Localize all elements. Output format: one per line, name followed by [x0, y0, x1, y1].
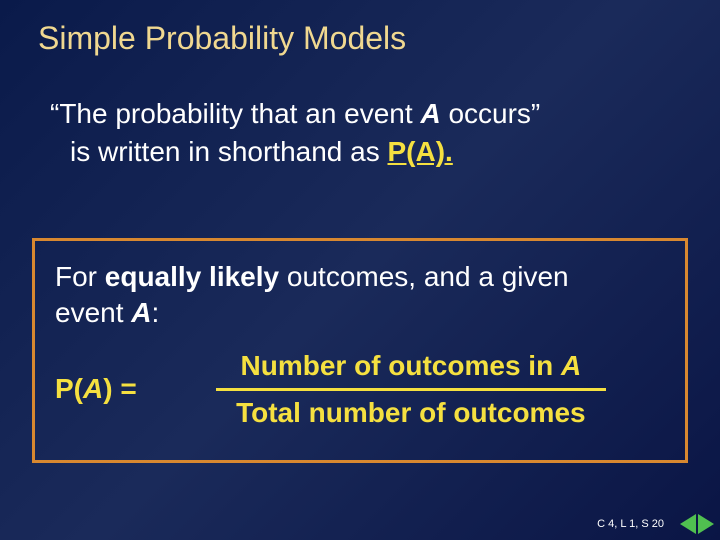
intro-line1: “The probability that an event A occurs”	[50, 95, 680, 133]
numer-pre: Number of outcomes in	[241, 350, 561, 381]
slide-title: Simple Probability Models	[38, 20, 406, 57]
footer-label: C 4, L 1, S 20	[597, 518, 664, 530]
numer-a: A	[561, 350, 581, 381]
intro-period: .	[445, 136, 453, 167]
fraction-line	[216, 388, 606, 391]
intro-l2-pre: is written in shorthand as	[70, 136, 388, 167]
intro-l1-pre: “The probability that an event	[50, 98, 420, 129]
denominator: Total number of outcomes	[236, 397, 586, 429]
box-line2a: event	[55, 297, 131, 328]
box-intro: For equally likely outcomes, and a given…	[55, 259, 665, 332]
formula-box: For equally likely outcomes, and a given…	[32, 238, 688, 463]
nav-icons	[680, 514, 714, 534]
prev-slide-icon[interactable]	[680, 514, 696, 534]
formula-row: P(A) = Number of outcomes in A Total num…	[55, 350, 665, 429]
box-pre1: For	[55, 261, 105, 292]
box-pre2: outcomes, and a given	[279, 261, 569, 292]
formula-fraction: Number of outcomes in A Total number of …	[157, 350, 665, 429]
lhs-close: ) =	[103, 373, 136, 404]
intro-l1-suf: occurs”	[441, 98, 541, 129]
next-slide-icon[interactable]	[698, 514, 714, 534]
intro-line2: is written in shorthand as P(A).	[50, 133, 680, 171]
box-equally-likely: equally likely	[105, 261, 279, 292]
intro-text: “The probability that an event A occurs”…	[50, 95, 680, 171]
intro-pa: P(A)	[388, 136, 446, 167]
box-colon: :	[152, 297, 160, 328]
lhs-a: A	[83, 373, 103, 404]
intro-a: A	[420, 98, 440, 129]
numerator: Number of outcomes in A	[241, 350, 582, 382]
box-a: A	[131, 297, 151, 328]
formula-lhs: P(A) =	[55, 373, 137, 405]
lhs-p: P(	[55, 373, 83, 404]
